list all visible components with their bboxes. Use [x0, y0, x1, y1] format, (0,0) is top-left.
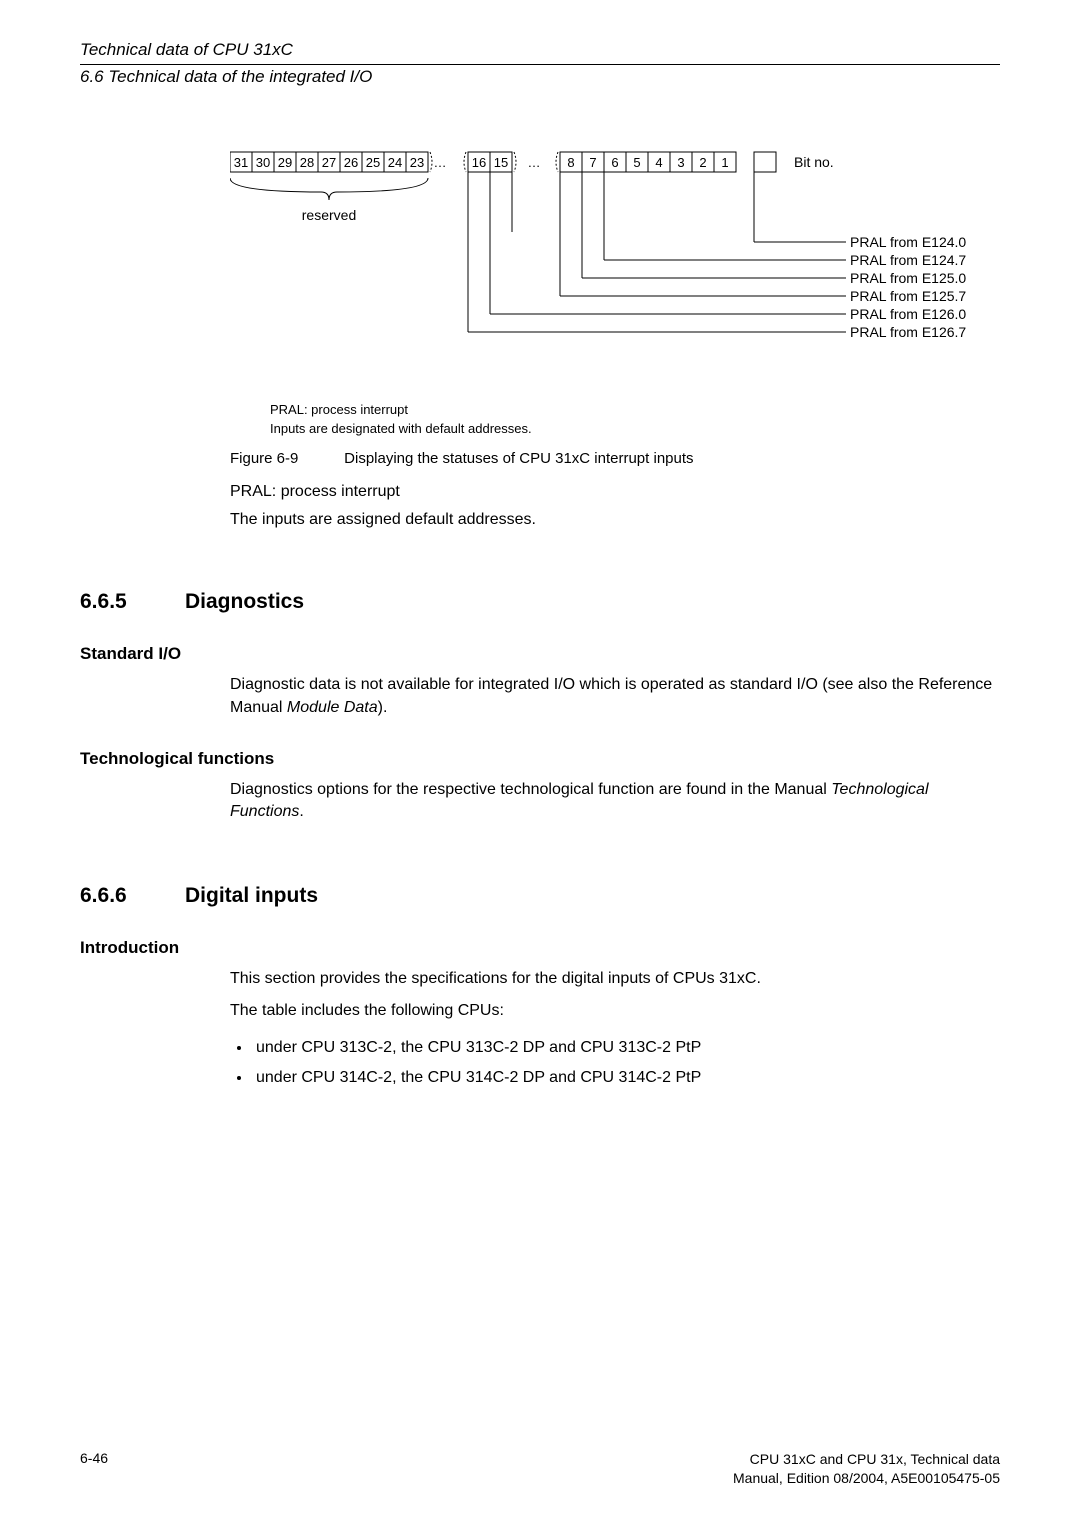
- header-subtitle: 6.6 Technical data of the integrated I/O: [80, 67, 1000, 87]
- standard-io-heading: Standard I/O: [80, 644, 1000, 664]
- svg-text:PRAL from E126.0: PRAL from E126.0: [850, 306, 966, 322]
- section-666-title: 6.6.6Digital inputs: [80, 884, 1000, 908]
- svg-text:1: 1: [721, 155, 728, 170]
- svg-text:PRAL from E124.7: PRAL from E124.7: [850, 252, 966, 268]
- figure-label: Figure 6-9: [230, 450, 340, 467]
- svg-text:PRAL from E124.0: PRAL from E124.0: [850, 234, 966, 250]
- svg-text:31: 31: [234, 155, 248, 170]
- header-rule: [80, 64, 1000, 65]
- page-number: 6-46: [80, 1450, 108, 1466]
- svg-text:Bit no.: Bit no.: [794, 154, 834, 170]
- body-line-2: The inputs are assigned default addresse…: [230, 509, 1000, 531]
- svg-text:reserved: reserved: [302, 207, 356, 223]
- svg-text:16: 16: [472, 155, 486, 170]
- list-item: under CPU 314C-2, the CPU 314C-2 DP and …: [252, 1063, 1000, 1093]
- svg-text:15: 15: [494, 155, 508, 170]
- svg-text:PRAL from E125.7: PRAL from E125.7: [850, 288, 966, 304]
- svg-text:29: 29: [278, 155, 292, 170]
- figure-caption: Figure 6-9 Displaying the statuses of CP…: [230, 450, 1000, 467]
- section-666-name: Digital inputs: [185, 884, 318, 907]
- introduction-bullets: under CPU 313C-2, the CPU 313C-2 DP and …: [230, 1033, 1000, 1094]
- svg-text:5: 5: [633, 155, 640, 170]
- introduction-p1: This section provides the specifications…: [230, 968, 1000, 990]
- section-666-num: 6.6.6: [80, 884, 185, 908]
- svg-text:4: 4: [655, 155, 662, 170]
- header-title: Technical data of CPU 31xC: [80, 40, 1000, 60]
- svg-text:6: 6: [611, 155, 618, 170]
- standard-io-text-b: ).: [378, 699, 388, 716]
- figure-text: Displaying the statuses of CPU 31xC inte…: [344, 450, 693, 467]
- svg-text:2: 2: [699, 155, 706, 170]
- introduction-p2: The table includes the following CPUs:: [230, 1000, 1000, 1022]
- svg-text:23: 23: [410, 155, 424, 170]
- tech-functions-text-b: .: [299, 803, 303, 820]
- svg-text:25: 25: [366, 155, 380, 170]
- svg-text:26: 26: [344, 155, 358, 170]
- svg-text:28: 28: [300, 155, 314, 170]
- footer-right-2: Manual, Edition 08/2004, A5E00105475-05: [733, 1469, 1000, 1488]
- svg-text:7: 7: [589, 155, 596, 170]
- svg-text:…: …: [528, 155, 541, 170]
- footer-right-1: CPU 31xC and CPU 31x, Technical data: [733, 1450, 1000, 1469]
- section-665-name: Diagnostics: [185, 590, 304, 613]
- section-665-num: 6.6.5: [80, 590, 185, 614]
- diagram-note-1: PRAL: process interrupt: [270, 402, 1000, 417]
- page-footer: 6-46 CPU 31xC and CPU 31x, Technical dat…: [80, 1450, 1000, 1488]
- diagram-note-2: Inputs are designated with default addre…: [270, 421, 1000, 436]
- body-line-1: PRAL: process interrupt: [230, 481, 1000, 503]
- svg-text:3: 3: [677, 155, 684, 170]
- svg-text:PRAL from E125.0: PRAL from E125.0: [850, 270, 966, 286]
- tech-functions-heading: Technological functions: [80, 749, 1000, 769]
- bit-diagram: 31 30 29 28 27 26 25 24 23 … reserved 16 15 … 87654321…: [230, 142, 1010, 402]
- list-item: under CPU 313C-2, the CPU 313C-2 DP and …: [252, 1033, 1000, 1063]
- svg-text:…: …: [434, 155, 447, 170]
- svg-text:30: 30: [256, 155, 270, 170]
- svg-text:PRAL from E126.7: PRAL from E126.7: [850, 324, 966, 340]
- introduction-heading: Introduction: [80, 938, 1000, 958]
- tech-functions-text: Diagnostics options for the respective t…: [230, 779, 1000, 824]
- svg-text:8: 8: [567, 155, 574, 170]
- svg-text:27: 27: [322, 155, 336, 170]
- svg-text:24: 24: [388, 155, 402, 170]
- tech-functions-text-a: Diagnostics options for the respective t…: [230, 781, 831, 798]
- footer-right: CPU 31xC and CPU 31x, Technical data Man…: [733, 1450, 1000, 1488]
- standard-io-text-italic: Module Data: [287, 699, 378, 716]
- section-665-title: 6.6.5Diagnostics: [80, 590, 1000, 614]
- standard-io-text: Diagnostic data is not available for int…: [230, 674, 1000, 719]
